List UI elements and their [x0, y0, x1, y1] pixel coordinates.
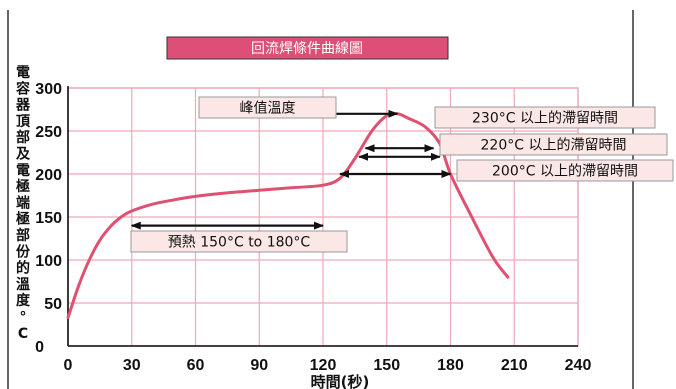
x-tick-label: 150 [373, 357, 400, 374]
y-label-char: 的 [16, 260, 30, 277]
y-tick-label: 100 [35, 253, 62, 270]
y-label-char: 器 [15, 98, 31, 114]
y-label-char: 部 [16, 227, 30, 244]
annotation-label: 峰值溫度 [240, 101, 296, 117]
x-tick-label: 60 [187, 357, 205, 374]
y-tick-label: 150 [35, 210, 62, 227]
x-tick-label: 0 [64, 357, 73, 374]
y-tick-label: 200 [35, 167, 62, 184]
y-label-char: 及 [16, 147, 31, 163]
x-tick-label: 180 [437, 357, 464, 374]
curve-layer [66, 111, 510, 320]
y-label-char: 頂 [16, 114, 31, 130]
y-label-char: ° [20, 310, 27, 326]
x-tick-label: 240 [565, 357, 592, 374]
y-label-char: 度 [16, 292, 31, 309]
y-label-char: 端 [16, 194, 30, 211]
y-label-char: 份 [16, 243, 31, 260]
x-tick-label: 90 [250, 357, 268, 374]
title-banner [166, 36, 449, 60]
annotation-label: 230°C 以上的滯留時間 [472, 111, 618, 127]
y-label-char: 部 [16, 129, 30, 146]
annotation-label: 220°C 以上的滯留時間 [481, 138, 627, 154]
reflow-curve [66, 111, 510, 320]
annotation-box [130, 230, 348, 253]
chart-title: 回流焊條件曲線圖 [251, 41, 363, 57]
x-tick-label: 120 [310, 357, 337, 374]
annotation-label: 預熱 150°C to 180°C [168, 235, 311, 251]
y-label-char: 容 [15, 80, 30, 97]
y-label-char: 溫 [16, 276, 30, 293]
y-tick-label: 300 [35, 81, 62, 98]
y-tick-label: 50 [44, 296, 62, 313]
y-tick-label: 0 [35, 339, 44, 356]
x-tick-label: 210 [501, 357, 528, 374]
y-label-char: C [18, 326, 28, 342]
y-label-char: 極 [16, 178, 30, 195]
y-label-char: 電 [16, 64, 30, 81]
axes: 0 30 60 90 120 150 180 210 240 0 50 100 150 200 250 300 [35, 81, 591, 374]
annotation-box [456, 159, 674, 182]
annotation-label: 200°C 以上的滯留時間 [492, 164, 638, 180]
annotation-box [434, 106, 656, 129]
y-label-char: 極 [16, 211, 30, 228]
annotations: 峰值溫度 230°C 以上的滯留時間 220°C 以上的滯留時間 200°C 以上的滯… [130, 96, 674, 253]
x-tick-label: 30 [123, 357, 141, 374]
y-tick-label: 250 [35, 124, 62, 141]
x-axis-label: 時間(秒) [311, 373, 370, 389]
annotation-box [439, 133, 668, 156]
annotation-box [198, 96, 337, 119]
y-label-char: 電 [16, 162, 30, 179]
